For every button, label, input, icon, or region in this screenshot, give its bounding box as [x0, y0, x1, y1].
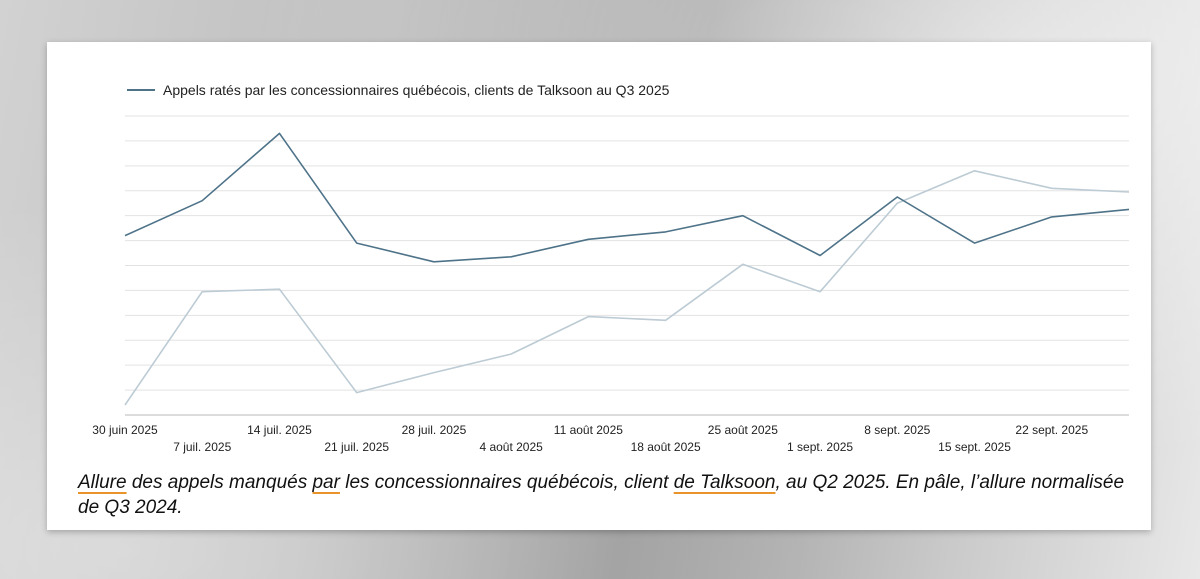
- x-tick-label: 18 août 2025: [631, 440, 701, 454]
- caption-text-2: les concessionnaires québécois, client: [339, 472, 674, 493]
- x-tick-label: 11 août 2025: [554, 423, 624, 437]
- caption-underlined-talksoon: de Talksoon: [673, 472, 776, 493]
- caption-text-3: , au Q2 2025. En pâle, l’allure normalis…: [78, 472, 1125, 518]
- line-chart: 30 juin 2025 7 juil. 2025 14 juil. 2025 21 …: [92, 82, 1130, 454]
- series-line: [124, 132, 1130, 263]
- caption-underlined-par: par: [312, 472, 340, 493]
- x-tick-label: 22 sept. 2025: [1015, 423, 1088, 437]
- grid-lines: [125, 115, 1129, 391]
- series-line: [124, 170, 1130, 406]
- x-tick-label: 4 août 2025: [479, 440, 543, 454]
- x-tick-label: 30 juin 2025: [92, 423, 158, 437]
- x-tick-label: 1 sept. 2025: [787, 440, 853, 454]
- chart-caption: Allure des appels manqués par les conces…: [78, 470, 1138, 520]
- x-tick-label: 14 juil. 2025: [247, 423, 312, 437]
- x-tick-label: 21 juil. 2025: [324, 440, 389, 454]
- x-tick-label: 28 juil. 2025: [402, 423, 467, 437]
- series-lines: [124, 132, 1130, 406]
- caption-text-1: des appels manqués: [126, 472, 313, 493]
- legend-label: Appels ratés par les concessionnaires qu…: [163, 82, 670, 98]
- legend: Appels ratés par les concessionnaires qu…: [127, 82, 670, 98]
- chart-card: 30 juin 2025 7 juil. 2025 14 juil. 2025 21 …: [47, 42, 1151, 530]
- x-tick-label: 7 juil. 2025: [173, 440, 231, 454]
- x-axis: 30 juin 2025 7 juil. 2025 14 juil. 2025 21 …: [92, 414, 1129, 454]
- x-tick-label: 15 sept. 2025: [938, 440, 1011, 454]
- x-tick-label: 8 sept. 2025: [864, 423, 930, 437]
- x-tick-label: 25 août 2025: [708, 423, 778, 437]
- caption-underlined-allure: Allure: [78, 472, 127, 493]
